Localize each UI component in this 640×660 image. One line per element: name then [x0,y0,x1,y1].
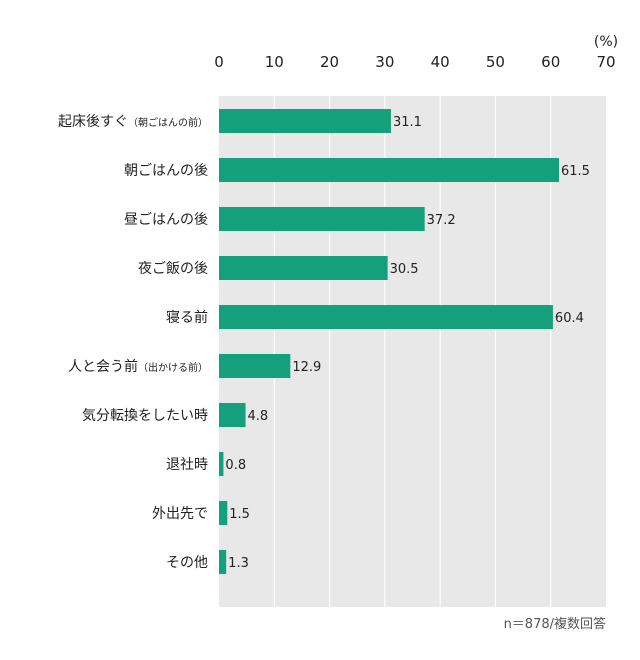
category-name: 外出先で [152,506,208,522]
category-label: 起床後すぐ（朝ごはんの前） [58,114,208,130]
x-tick-label: 30 [375,53,394,71]
category-label: 朝ごはんの後 [124,163,208,179]
value-label: 0.8 [225,458,246,473]
category-name: 寝る前 [166,309,208,326]
category-name: 昼ごはんの後 [124,212,208,228]
value-label: 61.5 [561,164,590,179]
x-axis-unit: (%) [594,34,618,50]
category-name: 人と会う前 [68,358,138,375]
x-tick-label: 0 [214,53,224,71]
category-name: 夜ご飯の後 [138,260,208,277]
category-label: 外出先で [152,506,208,522]
bar [219,206,425,231]
category-label: その他 [166,555,208,571]
category-name: 起床後すぐ [58,114,128,130]
category-name: その他 [166,555,208,571]
bar [219,353,291,378]
category-label: 人と会う前（出かける前） [68,358,208,375]
bar [219,157,560,182]
category-note: （出かける前） [138,361,208,374]
value-label: 1.3 [228,556,249,571]
category-note: （朝ごはんの前） [128,116,208,129]
category-label: 昼ごはんの後 [124,212,208,228]
value-label: 37.2 [427,213,456,228]
value-labels: 31.1 61.5 37.2 30.5 60.4 12.9 4.8 0.8 1.5 1.3 [225,115,590,571]
category-name: 退社時 [166,457,208,473]
x-tick-label: 40 [431,53,450,71]
category-label: 寝る前 [166,309,208,326]
bar [219,255,388,280]
bar [219,402,246,427]
bar [219,109,391,133]
category-labels: 起床後すぐ（朝ごはんの前） 朝ごはんの後昼ごはんの後夜ご飯の後寝る前人と会う前（出… [58,114,208,571]
category-name: 気分転換をしたい時 [82,408,208,424]
value-label: 4.8 [248,409,269,424]
bars [219,109,560,574]
footnote: n＝878/複数回答 [504,616,606,632]
bar [219,500,228,525]
bar [219,451,224,476]
category-label: 退社時 [166,457,208,473]
x-tick-label: 50 [486,53,505,71]
category-name: 朝ごはんの後 [124,163,208,179]
category-label: 気分転換をしたい時 [82,408,208,424]
value-label: 60.4 [555,311,584,326]
value-label: 31.1 [393,115,422,130]
bar [219,304,553,329]
category-label: 夜ご飯の後 [138,260,208,277]
x-tick-label: 60 [541,53,560,71]
value-label: 30.5 [390,262,419,277]
value-label: 12.9 [292,360,321,375]
x-axis-ticks: 0 10 20 30 40 50 60 70 [214,53,615,71]
x-tick-label: 20 [320,53,339,71]
value-label: 1.5 [229,507,250,522]
x-tick-label: 10 [265,53,284,71]
x-tick-label: 70 [596,53,615,71]
bar [219,549,227,574]
